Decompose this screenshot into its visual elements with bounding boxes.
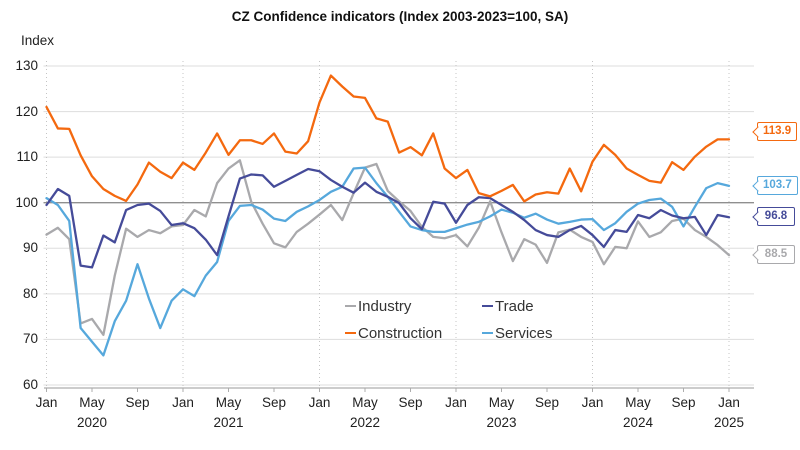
- legend-item-industry: Industry: [345, 298, 411, 318]
- chart-title: CZ Confidence indicators (Index 2003-202…: [231, 9, 569, 24]
- trade-end-value-callout: 96.8: [751, 207, 795, 226]
- x-tick-label: Jan: [308, 395, 331, 410]
- construction-line: [45, 74, 731, 203]
- construction-end-value-callout: 113.9: [751, 122, 798, 141]
- industry-swatch: [345, 304, 356, 308]
- y-tick-label: 60: [22, 377, 38, 392]
- chart-legend: Industry Construction Trade Services: [345, 298, 595, 354]
- legend-label: Services: [495, 325, 553, 342]
- legend-item-trade: Trade: [482, 298, 534, 318]
- trade-swatch: [482, 304, 493, 308]
- y-axis-title: Index: [21, 33, 55, 48]
- y-tick-label: 100: [15, 194, 38, 210]
- x-tick-label: Jan: [172, 395, 194, 410]
- x-tick-label: Sep: [125, 395, 150, 410]
- y-tick-label: 80: [22, 285, 38, 301]
- year-label: 2023: [486, 415, 517, 430]
- x-tick-label: Jan: [718, 395, 740, 410]
- x-tick-label: Sep: [534, 395, 560, 410]
- industry-line: [45, 159, 731, 337]
- trade-end-value: 96.8: [764, 210, 788, 222]
- construction-end-value: 113.9: [763, 125, 792, 137]
- y-tick-label: 110: [16, 149, 38, 165]
- y-tick-label: 70: [22, 331, 38, 347]
- year-label: 2022: [349, 415, 381, 430]
- legend-item-construction: Construction: [345, 325, 442, 345]
- y-tick-label: 90: [22, 240, 38, 256]
- services-end-value-callout: 103.7: [751, 176, 798, 195]
- legend-label: Construction: [358, 325, 443, 342]
- construction-swatch: [345, 331, 356, 335]
- industry-end-value: 88.5: [764, 248, 788, 260]
- y-tick-label: 130: [15, 58, 38, 73]
- x-tick-label: May: [352, 395, 378, 410]
- services-end-value: 103.7: [763, 179, 792, 191]
- trade-line: [45, 167, 731, 269]
- legend-label: Industry: [358, 298, 412, 315]
- x-tick-label: Sep: [671, 395, 696, 410]
- x-tick-label: May: [79, 395, 105, 410]
- year-label: 2020: [76, 415, 108, 430]
- x-tick-label: May: [488, 395, 515, 410]
- year-label: 2025: [713, 415, 745, 430]
- industry-end-value-callout: 88.5: [751, 245, 795, 264]
- legend-label: Trade: [495, 298, 534, 315]
- x-tick-label: Jan: [581, 395, 604, 410]
- services-swatch: [482, 331, 493, 335]
- legend-item-services: Services: [482, 325, 553, 345]
- x-tick-label: May: [215, 395, 242, 410]
- x-tick-label: May: [625, 395, 651, 410]
- x-tick-label: Jan: [445, 395, 467, 410]
- x-tick-label: Jan: [35, 395, 58, 410]
- y-tick-label: 120: [15, 103, 38, 119]
- year-label: 2024: [622, 415, 654, 430]
- year-label: 2021: [213, 415, 244, 430]
- x-tick-label: Sep: [398, 395, 423, 410]
- x-tick-label: Sep: [261, 395, 287, 410]
